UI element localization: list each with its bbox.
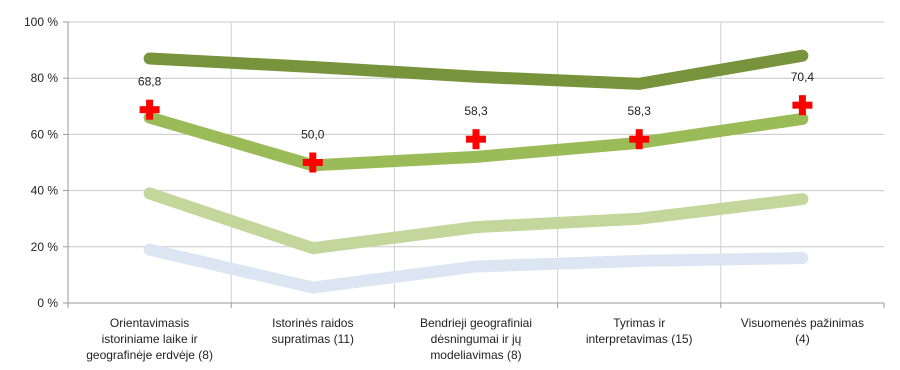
y-tick-label: 20 % [31,240,59,254]
data-label: 68,8 [138,75,162,89]
y-tick-label: 60 % [31,127,59,141]
data-label: 70,4 [791,70,815,84]
cross-marker [466,129,486,150]
y-axis-tick-labels: 0 % 20 % 40 % 60 % 80 % 100 % [24,15,58,310]
x-tick-label: Visuomenės pažinimas (4) [741,316,864,346]
y-tick-label: 0 % [37,296,58,310]
x-tick-label-line: Tyrimas ir [613,316,665,330]
x-tick-label-line: istoriniame laike ir [102,332,198,346]
series-lines [143,49,809,294]
data-label: 50,0 [301,128,325,142]
y-tick-label: 100 % [24,15,58,29]
x-tick-label-line: interpretavimas (15) [586,332,693,346]
cross-marker [629,129,650,150]
x-tick-label-line: dėsningumai ir jų [431,332,522,346]
x-tick-label-line: Visuomenės pažinimas [741,316,864,330]
cross-marker-bar-v [146,99,154,120]
x-tick-label: Bendrieji geografiniai dėsningumai ir jų m… [420,316,532,362]
series-line-2 [143,187,809,255]
cross-marker [139,99,160,120]
cross-markers [139,95,813,173]
y-tick-label: 40 % [31,184,59,198]
x-axis-tick-labels: Orientavimasis istoriniame laike ir geogra… [86,316,864,362]
cross-marker [302,152,323,173]
cross-marker-bar-v [309,152,317,173]
cross-marker-bar-v [472,129,480,150]
x-tick-label-line: modeliavimas (8) [430,348,521,362]
x-tick-label-line: Istorinės raidos [272,316,353,330]
y-tick-label: 80 % [31,71,59,85]
cross-marker-bar-v [798,95,806,116]
series-line-1 [143,243,809,294]
x-tick-label-line: Bendrieji geografiniai [420,316,532,330]
x-tick-label-line: supratimas (11) [272,332,354,346]
data-label: 58,3 [464,104,488,118]
series-line-4 [143,49,809,90]
data-label: 58,3 [628,104,652,118]
x-tick-label: Istorinės raidos supratimas (11) [272,316,354,346]
cross-marker [792,95,813,116]
cross-marker-bar-v [635,129,643,150]
x-tick-label: Tyrimas ir interpretavimas (15) [586,316,693,346]
x-tick-label-line: geografinėje erdvėje (8) [86,348,213,362]
data-labels: 68,8 50,0 58,3 58,3 70,4 [138,70,814,141]
x-tick-label: Orientavimasis istoriniame laike ir geogra… [86,316,213,362]
x-tick-label-line: (4) [795,332,810,346]
x-tick-label-line: Orientavimasis [110,316,189,330]
axes [63,21,885,308]
series-line-3 [143,111,809,172]
